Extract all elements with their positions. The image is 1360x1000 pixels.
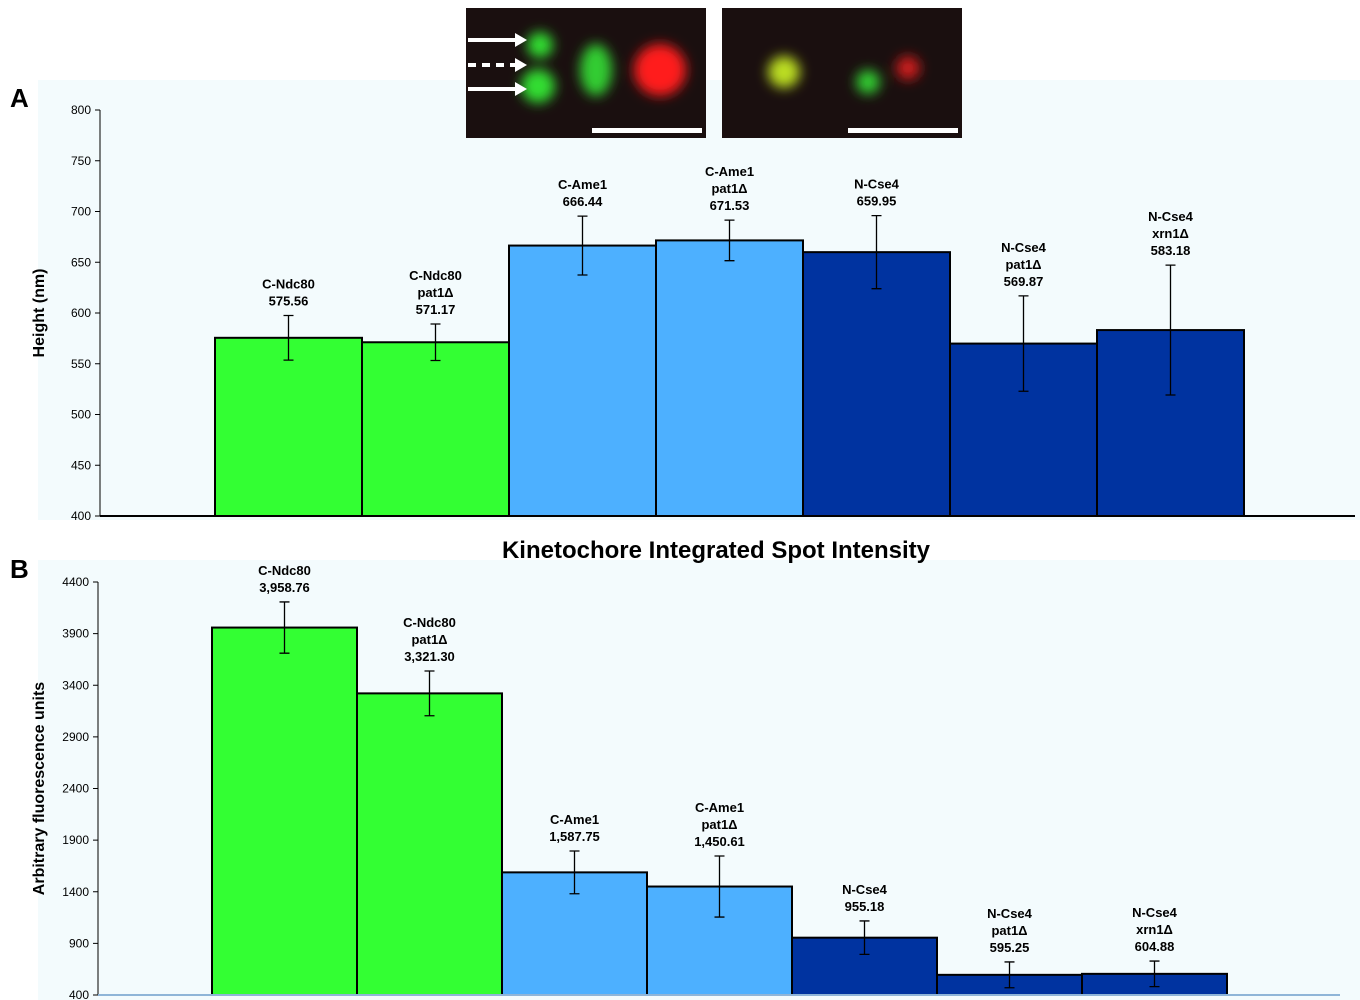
category-label: pat1Δ — [711, 181, 747, 196]
category-label: pat1Δ — [991, 923, 1027, 938]
y-tick-label: 550 — [71, 357, 91, 371]
value-label: 571.17 — [416, 302, 456, 317]
y-tick-label: 500 — [71, 408, 91, 422]
panel-letter: B — [10, 554, 29, 584]
y-tick-label: 900 — [69, 936, 89, 950]
y-tick-label: 400 — [69, 988, 89, 1000]
value-label: 671.53 — [710, 198, 750, 213]
y-tick-label: 800 — [71, 103, 91, 117]
category-label: pat1Δ — [417, 285, 453, 300]
panel-letter: A — [10, 83, 29, 113]
value-label: 666.44 — [563, 194, 604, 209]
value-label: 569.87 — [1004, 274, 1044, 289]
category-label: N-Cse4 — [854, 177, 900, 192]
category-label: C-Ndc80 — [258, 563, 311, 578]
value-label: 1,587.75 — [549, 829, 600, 844]
y-axis-label: Arbitrary fluorescence units — [31, 682, 48, 896]
y-tick-label: 400 — [71, 509, 91, 523]
y-tick-label: 1900 — [62, 833, 89, 847]
bar — [656, 240, 803, 516]
value-label: 604.88 — [1135, 939, 1175, 954]
value-label: 1,450.61 — [694, 834, 745, 849]
category-label: C-Ame1 — [695, 800, 744, 815]
category-label: xrn1Δ — [1136, 922, 1173, 937]
chart-title: Kinetochore Integrated Spot Intensity — [502, 537, 931, 564]
y-tick-label: 3400 — [62, 678, 89, 692]
category-label: N-Cse4 — [987, 906, 1033, 921]
category-label: N-Cse4 — [842, 882, 888, 897]
micrograph-left — [466, 8, 706, 138]
category-label: C-Ndc80 — [403, 615, 456, 630]
y-tick-label: 650 — [71, 255, 91, 269]
value-label: 3,958.76 — [259, 580, 310, 595]
category-label: C-Ndc80 — [262, 276, 315, 291]
category-label: N-Cse4 — [1001, 240, 1047, 255]
y-tick-label: 2400 — [62, 782, 89, 796]
y-tick-label: 4400 — [62, 575, 89, 589]
category-label: C-Ndc80 — [409, 268, 462, 283]
micrograph-right — [722, 8, 962, 138]
y-tick-label: 3900 — [62, 627, 89, 641]
y-tick-label: 1400 — [62, 885, 89, 899]
category-label: C-Ame1 — [558, 177, 607, 192]
category-label: xrn1Δ — [1152, 226, 1189, 241]
bar — [509, 246, 656, 516]
y-axis-label: Height (nm) — [31, 269, 48, 358]
category-label: pat1Δ — [411, 632, 447, 647]
value-label: 583.18 — [1151, 243, 1191, 258]
y-tick-label: 450 — [71, 458, 91, 472]
value-label: 3,321.30 — [404, 649, 455, 664]
category-label: N-Cse4 — [1132, 905, 1178, 920]
category-label: pat1Δ — [701, 817, 737, 832]
y-tick-label: 600 — [71, 306, 91, 320]
bar — [212, 628, 357, 995]
y-tick-label: 2900 — [62, 730, 89, 744]
category-label: C-Ame1 — [705, 164, 754, 179]
y-tick-label: 700 — [71, 205, 91, 219]
bar — [215, 338, 362, 516]
bar — [357, 693, 502, 995]
bar — [803, 252, 950, 516]
value-label: 659.95 — [857, 194, 897, 209]
y-tick-label: 750 — [71, 154, 91, 168]
category-label: pat1Δ — [1005, 257, 1041, 272]
value-label: 595.25 — [990, 940, 1030, 955]
figure: A Height (nm) 400 450 500 550 600 650 700 750 800 5… — [0, 0, 1360, 1000]
bar — [362, 342, 509, 516]
value-label: 575.56 — [269, 293, 309, 308]
category-label: N-Cse4 — [1148, 209, 1194, 224]
category-label: C-Ame1 — [550, 812, 599, 827]
value-label: 955.18 — [845, 899, 885, 914]
